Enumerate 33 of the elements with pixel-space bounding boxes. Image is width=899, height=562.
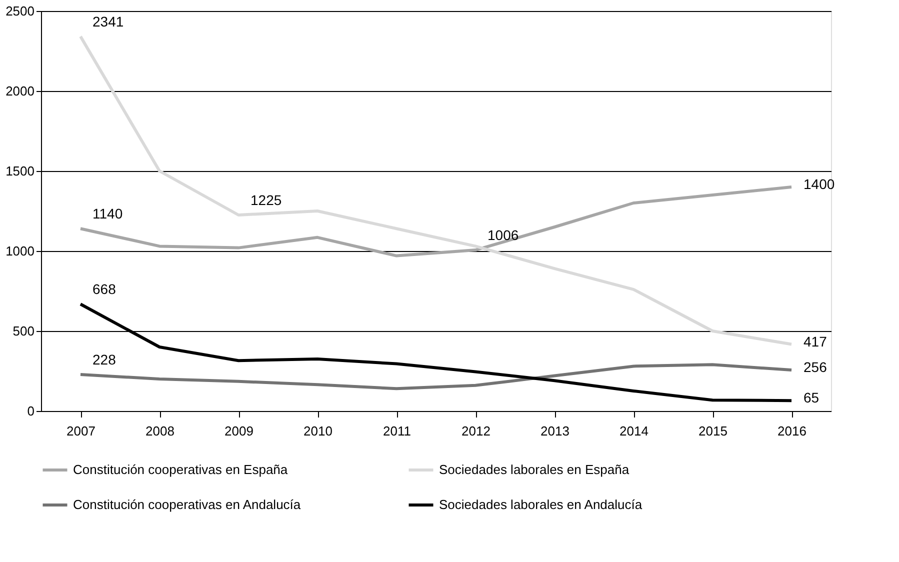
y-tick-label: 1500 xyxy=(6,164,34,178)
legend-label: Constitución cooperativas en España xyxy=(73,462,288,477)
x-tick-label: 2010 xyxy=(304,424,332,438)
data-label: 1400 xyxy=(804,176,835,192)
data-label: 1140 xyxy=(92,206,123,222)
y-tick-label: 0 xyxy=(27,404,34,418)
x-tick-label: 2013 xyxy=(540,424,570,438)
data-label: 2341 xyxy=(92,13,124,30)
data-label: 417 xyxy=(804,333,828,350)
y-tick-label: 2500 xyxy=(6,4,34,18)
x-tick-label: 2008 xyxy=(146,424,174,438)
x-tick-label: 2007 xyxy=(66,424,96,438)
y-tick-label: 1000 xyxy=(6,244,34,258)
x-tick-label: 2014 xyxy=(620,424,648,438)
y-tick-label: 2000 xyxy=(6,84,34,98)
legend-label: Sociedades laborales en España xyxy=(439,462,630,477)
data-label: 668 xyxy=(92,281,116,298)
x-tick-label: 2011 xyxy=(383,424,411,438)
x-tick-label: 2009 xyxy=(224,424,254,438)
x-tick-label: 2016 xyxy=(778,424,806,438)
line-series xyxy=(79,363,793,390)
y-tick-label: 500 xyxy=(12,324,34,338)
data-label: 65 xyxy=(804,390,820,406)
line-series xyxy=(79,34,793,346)
data-label: 256 xyxy=(804,359,828,376)
data-label: 1225 xyxy=(250,192,282,208)
x-tick-label: 2012 xyxy=(462,424,490,438)
legend-label: Sociedades laborales en Andalucía xyxy=(439,497,643,512)
data-label: 1006 xyxy=(488,227,519,244)
legend-label: Constitución cooperativas en Andalucía xyxy=(73,497,302,512)
data-label: 228 xyxy=(92,352,116,368)
x-tick-label: 2015 xyxy=(698,424,728,438)
line-series xyxy=(79,186,793,258)
